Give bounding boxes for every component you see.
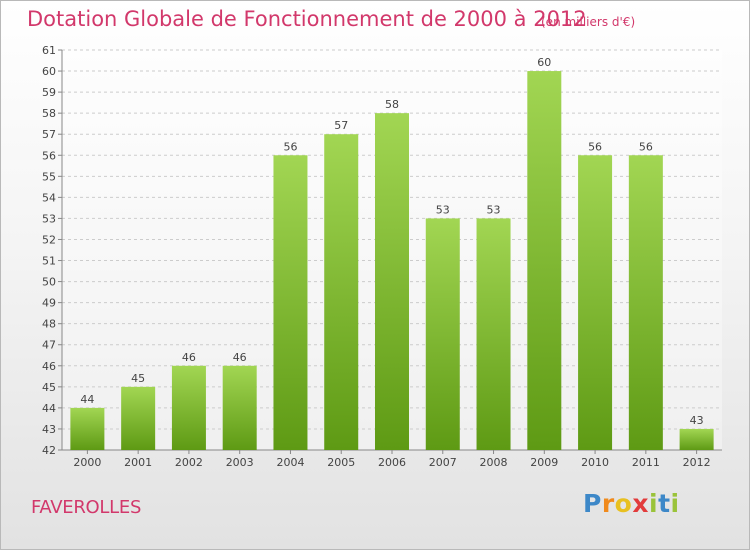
y-tick-label: 47 [42, 339, 56, 352]
x-tick-label: 2011 [632, 456, 660, 469]
y-tick-label: 58 [42, 107, 56, 120]
y-tick-label: 43 [42, 423, 56, 436]
y-tick-label: 52 [42, 233, 56, 246]
x-tick-label: 2002 [175, 456, 203, 469]
bar-2006 [375, 113, 409, 450]
bar-value-label: 46 [233, 351, 247, 364]
bar-value-label: 45 [131, 372, 145, 385]
bar-2007 [425, 218, 460, 450]
x-tick-label: 2001 [124, 456, 152, 469]
y-tick-label: 57 [42, 128, 56, 141]
bar-2010 [578, 155, 613, 450]
y-tick-label: 50 [42, 276, 56, 289]
x-tick-label: 2003 [226, 456, 254, 469]
bar-value-label: 46 [182, 351, 196, 364]
bar-value-label: 53 [487, 203, 501, 216]
y-tick-label: 46 [42, 360, 56, 373]
chart-title: Dotation Globale de Fonctionnement de 20… [27, 7, 587, 31]
x-tick-label: 2010 [581, 456, 609, 469]
y-tick-label: 55 [42, 170, 56, 183]
y-tick-label: 59 [42, 86, 56, 99]
bar-2012 [679, 428, 714, 450]
y-tick-label: 42 [42, 444, 56, 457]
bar-value-label: 56 [588, 140, 602, 153]
bar-2002 [171, 365, 206, 450]
y-tick-label: 56 [42, 149, 56, 162]
commune-name: FAVEROLLES [31, 497, 142, 518]
y-tick-label: 44 [42, 402, 56, 415]
bar-2004 [273, 155, 308, 450]
x-tick-label: 2005 [327, 456, 355, 469]
bar-2003 [222, 365, 257, 450]
bar-value-label: 57 [334, 119, 348, 132]
x-tick-label: 2012 [683, 456, 711, 469]
chart-subtitle: (en milliers d'€) [541, 15, 636, 29]
y-tick-label: 48 [42, 318, 56, 331]
x-tick-label: 2004 [276, 456, 304, 469]
bar-2011 [628, 155, 663, 450]
y-tick-label: 54 [42, 191, 56, 204]
bar-value-label: 53 [436, 203, 450, 216]
bar-2008 [476, 218, 511, 450]
y-tick-label: 49 [42, 297, 56, 310]
y-tick-label: 53 [42, 212, 56, 225]
x-tick-label: 2007 [429, 456, 457, 469]
x-tick-label: 2000 [73, 456, 101, 469]
proxiti-logo: Proxiti [583, 489, 680, 518]
x-tick-label: 2008 [480, 456, 508, 469]
bar-2000 [70, 407, 105, 450]
bar-value-label: 43 [690, 414, 704, 427]
x-tick-label: 2009 [530, 456, 558, 469]
x-tick-label: 2006 [378, 456, 406, 469]
bar-value-label: 60 [537, 56, 551, 69]
y-tick-label: 60 [42, 65, 56, 78]
y-tick-label: 61 [42, 44, 56, 57]
bar-value-label: 44 [80, 393, 94, 406]
bar-2001 [121, 386, 156, 450]
bar-value-label: 56 [639, 140, 653, 153]
bar-2009 [527, 71, 562, 450]
bar-value-label: 58 [385, 98, 399, 111]
bar-value-label: 56 [283, 140, 297, 153]
y-tick-label: 51 [42, 255, 56, 268]
bar-2005 [324, 134, 359, 451]
y-tick-label: 45 [42, 381, 56, 394]
